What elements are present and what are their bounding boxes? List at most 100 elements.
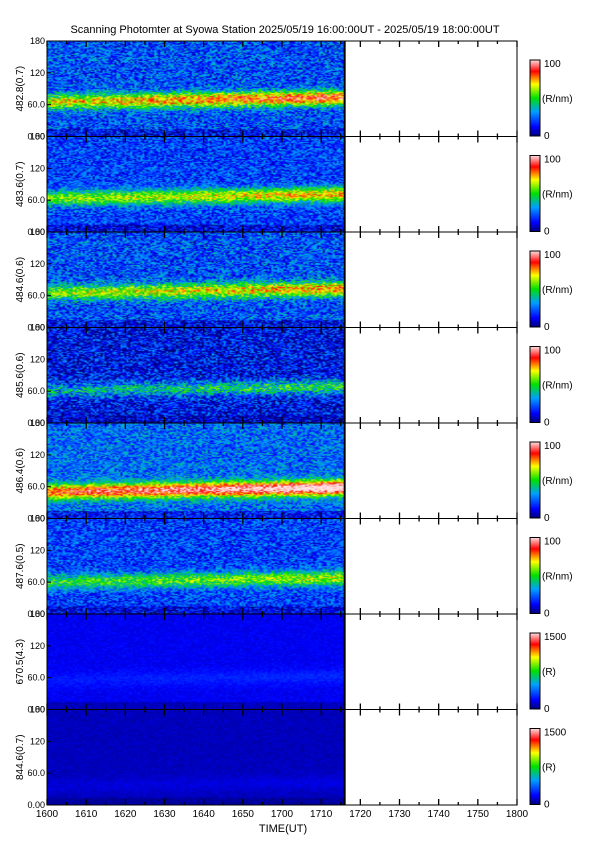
heatmap-image (47, 518, 345, 614)
y-tick-label: 180 (30, 323, 45, 333)
x-tick-label: 1640 (193, 809, 216, 820)
colorbar-min-label: 0 (544, 418, 550, 429)
y-tick-label: 180 (30, 132, 45, 142)
heatmap-image (47, 709, 345, 805)
y-axis-label: 487.6(0.5) (15, 543, 26, 589)
y-tick-label: 180 (30, 609, 45, 619)
y-tick-label: 180 (30, 227, 45, 237)
x-tick-label: 1620 (114, 809, 137, 820)
colorbar-min-label: 0 (544, 513, 550, 524)
colorbar-min-label: 0 (544, 800, 550, 811)
y-tick-label: 120 (30, 68, 45, 78)
x-tick-label: 1610 (75, 809, 98, 820)
y-axis-label: 485.6(0.6) (15, 352, 26, 398)
colorbar-unit-label: (R/nm) (542, 476, 573, 487)
heatmap-image (47, 136, 345, 232)
y-tick-label: 60.0 (27, 673, 45, 683)
colorbar (529, 632, 541, 710)
y-axis-label: 483.6(0.7) (15, 161, 26, 207)
colorbar-max-label: 100 (544, 537, 561, 548)
y-axis-label: 844.6(0.7) (15, 734, 26, 780)
y-tick-label: 60.0 (27, 577, 45, 587)
y-tick-label: 0.00 (27, 227, 45, 237)
panel-8: 0.00 60.0 120 180 844.6(0.7) 1500 0 (R) (15, 705, 567, 811)
x-tick-label: 1720 (349, 809, 372, 820)
colorbar-min-label: 0 (544, 131, 550, 142)
x-tick-label: 1650 (232, 809, 255, 820)
x-tick-label: 1600 (36, 809, 59, 820)
colorbar-max-label: 100 (544, 346, 561, 357)
y-tick-label: 120 (30, 163, 45, 173)
colorbar-unit-label: (R) (542, 763, 556, 774)
y-tick-label: 120 (30, 259, 45, 269)
x-tick-label: 1800 (506, 809, 529, 820)
y-tick-label: 180 (30, 36, 45, 46)
heatmap-image (47, 232, 345, 328)
y-tick-label: 180 (30, 418, 45, 428)
y-tick-label: 120 (30, 736, 45, 746)
x-tick-label: 1740 (428, 809, 451, 820)
panel-6: 0.00 60.0 120 180 487.6(0.5) 100 0 (R/nm) (15, 514, 573, 620)
panel-3: 0.00 60.0 120 180 484.6(0.6) 100 0 (R/nm) (15, 227, 573, 333)
y-tick-label: 120 (30, 450, 45, 460)
y-tick-label: 60.0 (27, 482, 45, 492)
panel-7: 0.00 60.0 120 180 670.5(4.3) 1500 0 (R) (15, 609, 567, 715)
y-axis-label: 670.5(4.3) (15, 639, 26, 685)
y-tick-label: 120 (30, 354, 45, 364)
colorbar-max-label: 100 (544, 250, 561, 261)
colorbar-max-label: 100 (544, 441, 561, 452)
colorbar-unit-label: (R/nm) (542, 94, 573, 105)
y-tick-label: 180 (30, 514, 45, 524)
colorbar-max-label: 100 (544, 155, 561, 166)
y-axis-label: 482.8(0.7) (15, 66, 26, 112)
heatmap-image (47, 614, 345, 710)
colorbar-unit-label: (R/nm) (542, 381, 573, 392)
colorbar-min-label: 0 (544, 609, 550, 620)
colorbar-unit-label: (R/nm) (542, 190, 573, 201)
colorbar-unit-label: (R) (542, 667, 556, 678)
panel-2: 0.00 60.0 120 180 483.6(0.7) 100 0 (R/nm) (15, 132, 573, 238)
y-tick-label: 0.00 (27, 418, 45, 428)
colorbar (529, 250, 541, 328)
x-tick-label: 1750 (467, 809, 490, 820)
x-tick-label: 1730 (388, 809, 411, 820)
y-axis-label: 486.4(0.6) (15, 448, 26, 494)
y-tick-label: 0.00 (27, 800, 45, 810)
colorbar-max-label: 100 (544, 59, 561, 70)
colorbar (529, 728, 541, 805)
heatmap-image (47, 41, 345, 137)
colorbar-unit-label: (R/nm) (542, 285, 573, 296)
y-tick-label: 60.0 (27, 386, 45, 396)
heatmap-image (47, 423, 345, 519)
y-tick-label: 0.00 (27, 323, 45, 333)
y-tick-label: 60.0 (27, 291, 45, 301)
colorbar-min-label: 0 (544, 704, 550, 715)
colorbar-min-label: 0 (544, 322, 550, 333)
x-tick-label: 1710 (310, 809, 333, 820)
colorbar-max-label: 1500 (544, 632, 567, 643)
x-tick-label: 1630 (153, 809, 176, 820)
y-axis-label: 484.6(0.6) (15, 257, 26, 303)
y-tick-label: 0.00 (27, 705, 45, 715)
colorbar-min-label: 0 (544, 227, 550, 238)
colorbar (529, 155, 541, 232)
y-tick-label: 180 (30, 705, 45, 715)
page-title: Scanning Photomter at Syowa Station 2025… (70, 24, 500, 36)
colorbar (529, 537, 541, 614)
y-tick-label: 0.00 (27, 609, 45, 619)
colorbar (529, 441, 541, 519)
colorbar (529, 59, 541, 137)
y-tick-label: 120 (30, 641, 45, 651)
colorbar-max-label: 1500 (544, 728, 567, 739)
y-tick-label: 60.0 (27, 768, 45, 778)
panel-4: 0.00 60.0 120 180 485.6(0.6) 100 0 (R/nm) (15, 323, 573, 429)
y-tick-label: 60.0 (27, 195, 45, 205)
panel-1: 0.00 60.0 120 180 482.8(0.7) 100 0 (R/nm) (15, 36, 573, 142)
y-tick-label: 0.00 (27, 132, 45, 142)
panel-5: 0.00 60.0 120 180 486.4(0.6) 100 0 (R/nm) (15, 418, 573, 524)
x-axis-label: TIME(UT) (259, 823, 307, 835)
y-tick-label: 120 (30, 545, 45, 555)
y-tick-label: 60.0 (27, 100, 45, 110)
y-tick-label: 0.00 (27, 514, 45, 524)
